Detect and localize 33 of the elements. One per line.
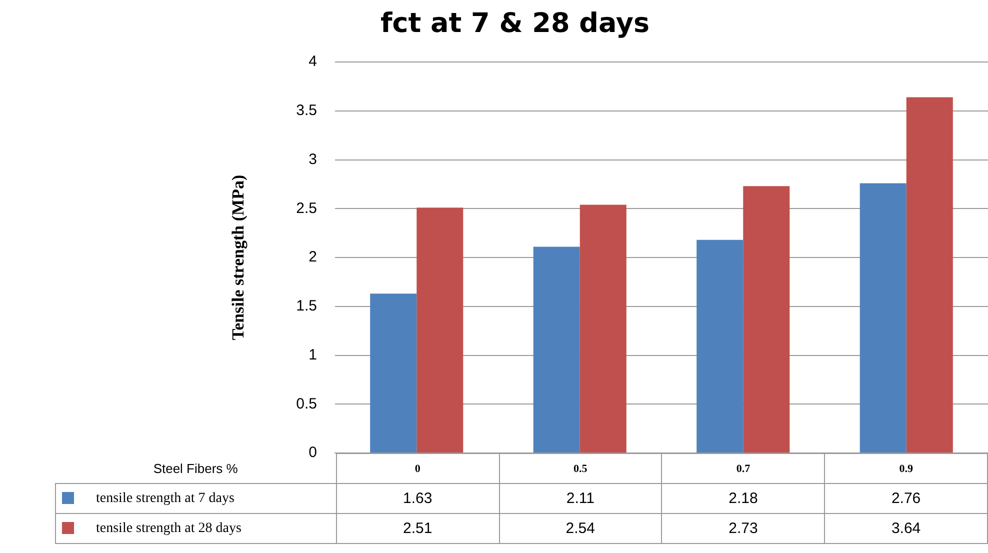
- y-tick-label: 2: [308, 248, 317, 266]
- y-axis-title: Tensile strength (MPa): [228, 174, 248, 340]
- y-tick-label: 2.5: [296, 200, 317, 217]
- bar: [580, 204, 626, 452]
- y-tick-label: 0.5: [296, 395, 317, 412]
- y-tick-label: 3: [308, 150, 317, 168]
- bar: [416, 208, 464, 452]
- x-tick-label: 0.9: [824, 454, 988, 484]
- x-axis-title: Steel Fibers %: [153, 460, 238, 476]
- x-tick-label: 0.5: [499, 454, 662, 484]
- data-label: 2.51: [336, 514, 499, 544]
- y-tick-label: 1.5: [296, 298, 317, 315]
- data-label: 2.73: [662, 514, 825, 544]
- chart-title: fct at 7 & 28 days: [379, 8, 651, 39]
- bar: [696, 240, 744, 452]
- bar: [860, 183, 906, 452]
- data-label: 1.63: [336, 484, 499, 514]
- x-tick-label: 0.7: [662, 454, 825, 484]
- x-tick-label: 0: [336, 454, 499, 484]
- y-tick-label: 1: [308, 346, 317, 364]
- data-label: 3.64: [824, 514, 988, 544]
- y-tick-label: 3.5: [296, 102, 317, 120]
- bar: [743, 186, 790, 452]
- data-label: 2.18: [662, 484, 825, 514]
- bar: [370, 294, 417, 452]
- bar: [533, 246, 580, 452]
- data-label: 2.11: [499, 484, 662, 514]
- data-label: 2.76: [824, 484, 988, 514]
- y-tick-label: 4: [308, 53, 317, 70]
- legend-label: tensile strength at 7 days: [56, 484, 336, 514]
- data-label: 2.54: [499, 514, 662, 544]
- bar: [906, 97, 953, 452]
- legend-label: tensile strength at 28 days: [56, 514, 336, 544]
